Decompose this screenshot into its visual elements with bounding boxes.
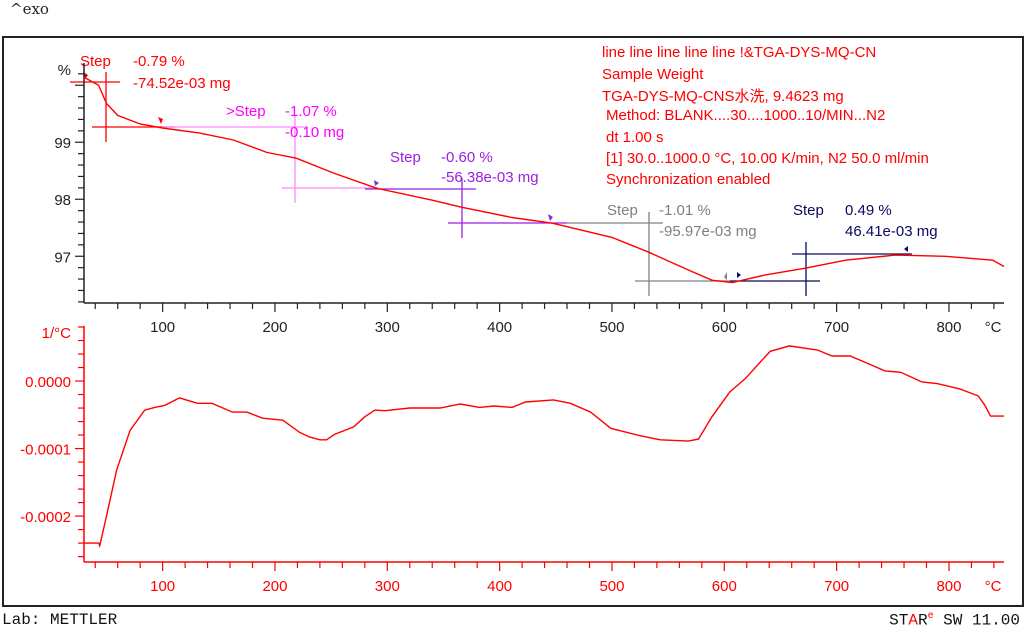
marker-icon bbox=[548, 214, 553, 221]
x-tick-label: 600 bbox=[712, 578, 737, 595]
software-version: SW 11.00 bbox=[933, 611, 1020, 630]
y-tick-label: -0.0001 bbox=[20, 442, 71, 459]
x-tick-label: 500 bbox=[599, 319, 624, 336]
y-tick-label: 97 bbox=[54, 249, 71, 266]
marker-icon bbox=[904, 246, 908, 252]
step-2-percent: -1.07 % bbox=[285, 103, 337, 120]
step-2-lines bbox=[162, 115, 378, 203]
x-tick-label: 200 bbox=[262, 319, 287, 336]
x-tick-label: 700 bbox=[824, 319, 849, 336]
series-line-0 bbox=[83, 76, 1005, 284]
step-3-percent: -0.60 % bbox=[441, 149, 493, 166]
x-tick-label: 300 bbox=[375, 319, 400, 336]
x-tick-label: 100 bbox=[150, 578, 175, 595]
x-tick-label: 400 bbox=[487, 578, 512, 595]
x-tick-label: 800 bbox=[936, 319, 961, 336]
x-tick-label: 800 bbox=[936, 578, 961, 595]
info-line-sample: TGA-DYS-MQ-CNS水洗, 9.4623 mg bbox=[602, 88, 844, 105]
x-tick-label: 300 bbox=[375, 578, 400, 595]
step-4-mass: -95.97e-03 mg bbox=[659, 223, 757, 240]
y-tick-label: -0.0002 bbox=[20, 509, 71, 526]
step-2-label: >Step bbox=[226, 103, 266, 120]
step-1-label: Step bbox=[80, 53, 111, 70]
x-axis-unit: °C bbox=[985, 578, 1002, 595]
x-tick-label: 100 bbox=[150, 319, 175, 336]
step-2-mass: -0.10 mg bbox=[285, 124, 344, 141]
info-line-method: Method: BLANK....30....1000..10/MIN...N2 bbox=[606, 107, 885, 124]
y-tick-label: 98 bbox=[54, 192, 71, 209]
software-star: STAR bbox=[889, 611, 928, 630]
x-tick-label: 600 bbox=[712, 319, 737, 336]
info-line-sync: Synchronization enabled bbox=[606, 171, 770, 188]
x-tick-label: 700 bbox=[824, 578, 849, 595]
step-1-lines bbox=[70, 72, 175, 142]
exo-label: ^exo bbox=[10, 0, 49, 18]
lab-label: Lab: METTLER bbox=[2, 611, 118, 629]
x-tick-label: 400 bbox=[487, 319, 512, 336]
step-1-mass: -74.52e-03 mg bbox=[133, 75, 231, 92]
step-5-percent: 0.49 % bbox=[845, 202, 892, 219]
step-3-mass: -56.38e-03 mg bbox=[441, 169, 539, 186]
info-line-sample-weight: Sample Weight bbox=[602, 66, 704, 83]
y-axis-unit: % bbox=[58, 62, 71, 79]
step-4-label: Step bbox=[607, 202, 638, 219]
marker-icon bbox=[724, 272, 727, 280]
chart-frame bbox=[2, 36, 1024, 607]
x-axis-unit: °C bbox=[985, 319, 1002, 336]
info-line-dt: dt 1.00 s bbox=[606, 129, 664, 146]
step-4-percent: -1.01 % bbox=[659, 202, 711, 219]
x-tick-label: 200 bbox=[262, 578, 287, 595]
x-tick-label: 500 bbox=[599, 578, 624, 595]
step-5-lines bbox=[730, 242, 912, 296]
step-3-label: Step bbox=[390, 149, 421, 166]
info-line-curve: line line line line line !&TGA-DYS-MQ-CN bbox=[602, 44, 876, 61]
y-tick-label: 99 bbox=[54, 135, 71, 152]
marker-icon bbox=[374, 180, 379, 186]
step-markers bbox=[83, 72, 908, 280]
y-axis-unit: 1/°C bbox=[42, 325, 72, 342]
marker-icon bbox=[737, 272, 741, 278]
y-tick-label: 0.0000 bbox=[25, 374, 71, 391]
info-line-segment: [1] 30.0..1000.0 °C, 10.00 K/min, N2 50.… bbox=[606, 150, 929, 167]
series-line-1 bbox=[84, 345, 1004, 549]
step-5-label: Step bbox=[793, 202, 824, 219]
software-label: STARe SW 11.00 bbox=[889, 611, 1020, 629]
step-1-percent: -0.79 % bbox=[133, 53, 185, 70]
marker-icon bbox=[158, 117, 163, 124]
step-5-mass: 46.41e-03 mg bbox=[845, 223, 938, 240]
software-e: e bbox=[927, 611, 934, 622]
